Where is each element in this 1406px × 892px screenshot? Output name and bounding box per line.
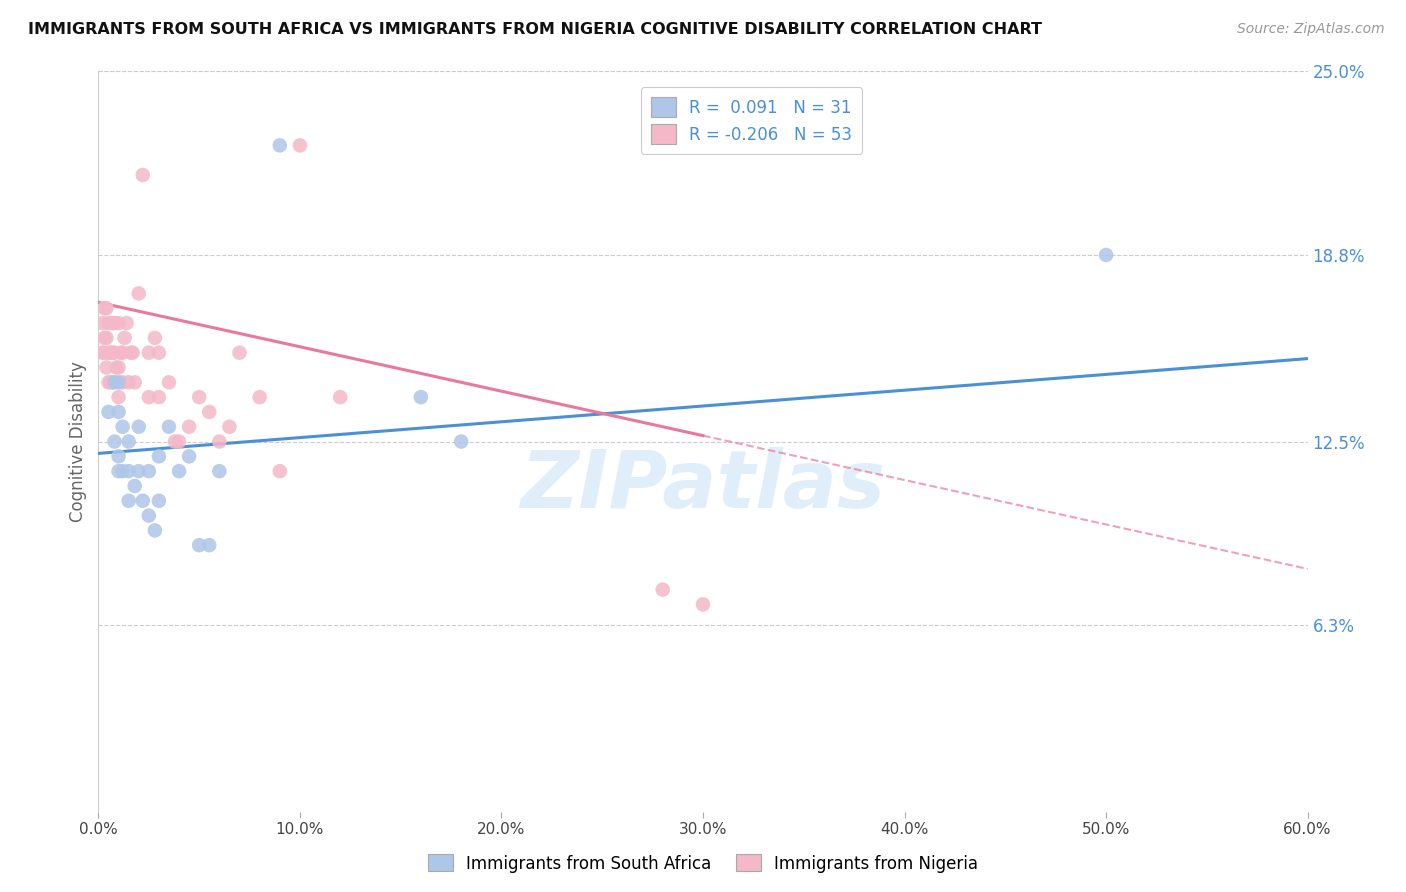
- Point: [118, 434, 141, 449]
- Point: [107, 390, 129, 404]
- Point: [138, 390, 160, 404]
- Point: [101, 345, 124, 359]
- Point: [148, 450, 170, 464]
- Point: [107, 405, 129, 419]
- Point: [118, 493, 141, 508]
- Point: [96, 301, 118, 316]
- Point: [138, 345, 160, 359]
- Y-axis label: Cognitive Disability: Cognitive Disability: [69, 361, 87, 522]
- Point: [118, 376, 141, 390]
- Point: [120, 345, 142, 359]
- Point: [188, 390, 211, 404]
- Point: [132, 168, 155, 182]
- Point: [96, 331, 118, 345]
- Point: [97, 376, 120, 390]
- Point: [97, 316, 120, 330]
- Point: [198, 538, 221, 552]
- Point: [124, 479, 146, 493]
- Point: [138, 508, 160, 523]
- Point: [218, 419, 240, 434]
- Point: [208, 434, 231, 449]
- Point: [107, 464, 129, 478]
- Point: [115, 316, 138, 330]
- Point: [1095, 248, 1118, 262]
- Text: IMMIGRANTS FROM SOUTH AFRICA VS IMMIGRANTS FROM NIGERIA COGNITIVE DISABILITY COR: IMMIGRANTS FROM SOUTH AFRICA VS IMMIGRAN…: [28, 22, 1042, 37]
- Text: ZIPatlas: ZIPatlas: [520, 447, 886, 525]
- Point: [228, 345, 250, 359]
- Point: [157, 419, 180, 434]
- Point: [269, 464, 291, 478]
- Point: [148, 345, 170, 359]
- Point: [111, 464, 134, 478]
- Point: [329, 390, 352, 404]
- Point: [107, 376, 129, 390]
- Point: [103, 345, 125, 359]
- Point: [269, 138, 291, 153]
- Point: [118, 464, 141, 478]
- Point: [91, 345, 114, 359]
- Point: [157, 376, 180, 390]
- Point: [93, 301, 115, 316]
- Point: [111, 376, 134, 390]
- Point: [179, 450, 201, 464]
- Point: [100, 345, 122, 359]
- Point: [409, 390, 432, 404]
- Legend: Immigrants from South Africa, Immigrants from Nigeria: Immigrants from South Africa, Immigrants…: [420, 847, 986, 880]
- Point: [179, 419, 201, 434]
- Point: [163, 434, 186, 449]
- Point: [121, 345, 143, 359]
- Point: [110, 345, 132, 359]
- Point: [167, 434, 190, 449]
- Point: [124, 376, 146, 390]
- Point: [198, 405, 221, 419]
- Point: [97, 345, 120, 359]
- Point: [100, 376, 122, 390]
- Point: [167, 464, 190, 478]
- Point: [288, 138, 311, 153]
- Point: [103, 376, 125, 390]
- Point: [148, 390, 170, 404]
- Point: [128, 286, 150, 301]
- Point: [208, 464, 231, 478]
- Point: [91, 316, 114, 330]
- Point: [143, 331, 166, 345]
- Point: [138, 464, 160, 478]
- Point: [450, 434, 472, 449]
- Point: [128, 464, 150, 478]
- Text: Source: ZipAtlas.com: Source: ZipAtlas.com: [1237, 22, 1385, 37]
- Point: [188, 538, 211, 552]
- Point: [96, 360, 118, 375]
- Point: [114, 331, 136, 345]
- Point: [107, 450, 129, 464]
- Point: [101, 376, 124, 390]
- Point: [105, 360, 128, 375]
- Point: [692, 598, 714, 612]
- Point: [148, 493, 170, 508]
- Point: [249, 390, 271, 404]
- Point: [128, 419, 150, 434]
- Point: [111, 419, 134, 434]
- Point: [107, 360, 129, 375]
- Point: [93, 331, 115, 345]
- Point: [101, 316, 124, 330]
- Point: [143, 524, 166, 538]
- Point: [103, 434, 125, 449]
- Legend: R =  0.091   N = 31, R = -0.206   N = 53: R = 0.091 N = 31, R = -0.206 N = 53: [641, 87, 862, 154]
- Point: [132, 493, 155, 508]
- Point: [103, 316, 125, 330]
- Point: [93, 345, 115, 359]
- Point: [651, 582, 673, 597]
- Point: [97, 405, 120, 419]
- Point: [107, 316, 129, 330]
- Point: [111, 345, 134, 359]
